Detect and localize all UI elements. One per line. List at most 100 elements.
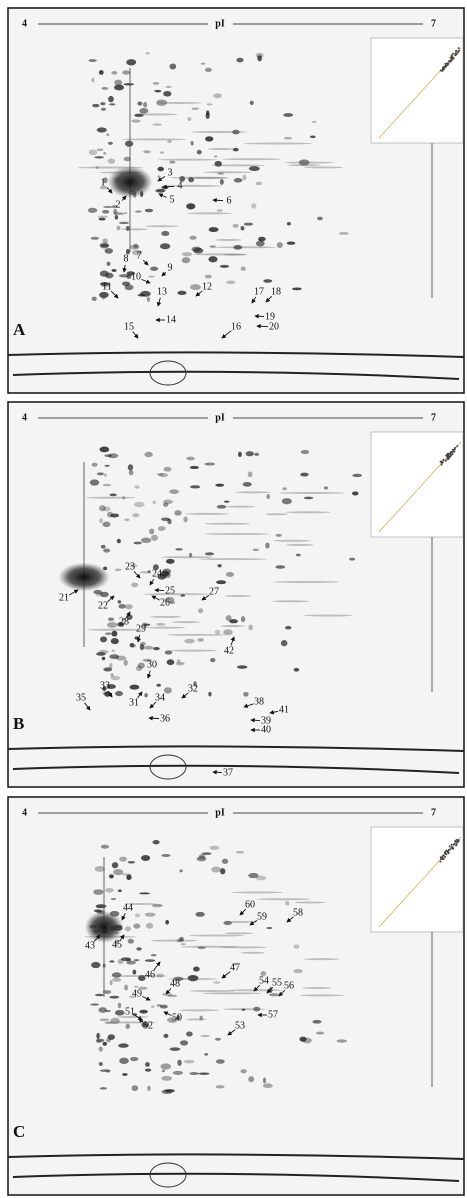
gel-spot	[117, 622, 125, 627]
gel-spot	[139, 571, 149, 574]
gel-streak	[279, 491, 345, 494]
spot-number: 14	[166, 314, 176, 325]
gel-spot	[338, 232, 349, 235]
gel-streak	[150, 615, 182, 618]
inset-point	[439, 860, 442, 863]
inset-point	[455, 843, 458, 846]
bubble	[149, 360, 187, 386]
gel-spot	[89, 479, 100, 486]
gel-spot	[135, 210, 142, 213]
gel-streak	[208, 148, 235, 151]
gel-spot	[93, 889, 104, 895]
spot-number: 15	[124, 321, 134, 332]
gel-spot	[103, 177, 108, 184]
gel-streak	[169, 649, 218, 652]
gel-streak	[86, 496, 136, 499]
gel-spot	[238, 451, 242, 458]
gel-spot	[148, 528, 155, 535]
gel-spot	[141, 1022, 150, 1028]
gel-spot	[160, 1063, 172, 1070]
gel-spot	[177, 290, 187, 296]
gel-spot	[145, 52, 150, 55]
gel-spot	[100, 591, 109, 598]
gel-spot	[275, 565, 286, 569]
gel-spot	[219, 178, 224, 185]
gel-spot	[131, 249, 143, 256]
gel-spot	[134, 913, 141, 918]
spot-arrow	[107, 595, 115, 603]
gel-spot	[175, 661, 185, 666]
gel-spot	[96, 652, 106, 656]
gel-spot	[106, 133, 110, 137]
gel-spot	[144, 959, 156, 962]
spot-number: 40	[261, 724, 271, 735]
gel-spot	[152, 839, 160, 845]
gel-spot	[99, 518, 103, 524]
gel-streak	[185, 512, 230, 515]
spot-arrow	[142, 996, 151, 1001]
spot-number: 58	[293, 907, 303, 918]
gel-spot	[349, 557, 356, 561]
inset-point	[456, 445, 459, 448]
inset-point	[442, 459, 445, 462]
spot-arrow	[110, 290, 119, 299]
gel-spot	[255, 52, 264, 59]
gel-spot	[262, 1083, 273, 1088]
spot-number: 25	[165, 585, 175, 596]
gel-spot	[106, 621, 118, 628]
gel-spot	[189, 465, 199, 470]
gel-spot	[255, 240, 265, 247]
pi-left: 4	[22, 412, 27, 423]
inset-point	[450, 54, 453, 57]
gel-spot	[122, 618, 126, 621]
gel-spot	[96, 1032, 101, 1039]
gel-spot	[107, 453, 119, 459]
gel-spot	[139, 107, 149, 114]
inset-point	[450, 59, 453, 62]
gel-spot	[142, 622, 147, 628]
spot-number: 20	[269, 321, 279, 332]
gel-spot	[247, 471, 253, 478]
inset-point	[439, 858, 442, 861]
gel-spot	[167, 139, 172, 143]
gel-streak	[189, 989, 236, 992]
gel-spot	[119, 856, 127, 862]
spot-arrow	[84, 702, 91, 711]
spot-arrow	[120, 934, 125, 941]
gel-spot	[150, 1005, 155, 1008]
gel-spot	[160, 151, 165, 154]
gel-spot	[92, 103, 100, 108]
gel-spot	[253, 1006, 261, 1012]
gel-spot	[124, 604, 133, 610]
spot-number: 17	[254, 286, 264, 297]
spot-arrow	[157, 175, 166, 182]
gel-spot	[163, 687, 172, 694]
gel-spot	[91, 77, 95, 83]
gel-spot	[88, 149, 98, 156]
gel-spot	[99, 636, 108, 643]
gel-spot	[152, 564, 159, 571]
inset-point	[444, 62, 447, 65]
spot-number: 52	[143, 1020, 153, 1031]
gel-spot	[211, 866, 222, 873]
gel-spot	[200, 62, 206, 65]
spot-number: 28	[119, 616, 129, 627]
spot-number: 49	[132, 988, 142, 999]
spot-arrow	[148, 715, 160, 721]
gel-spot	[226, 280, 236, 285]
spot-arrow	[221, 971, 231, 979]
spot-number: 48	[170, 978, 180, 989]
gel-spot	[179, 869, 183, 873]
gel-spot	[142, 658, 153, 662]
spot-arrow	[154, 588, 165, 593]
gel-spot	[90, 236, 100, 240]
gel-spot	[103, 667, 113, 672]
gel-spot	[102, 238, 109, 244]
gel-spot	[161, 230, 170, 237]
gel-spot	[121, 873, 132, 876]
spot-arrow	[269, 710, 279, 715]
inset-point	[444, 855, 447, 858]
gel-spot	[126, 274, 132, 279]
gel-spot	[181, 257, 191, 264]
spot-number: 45	[112, 939, 122, 950]
